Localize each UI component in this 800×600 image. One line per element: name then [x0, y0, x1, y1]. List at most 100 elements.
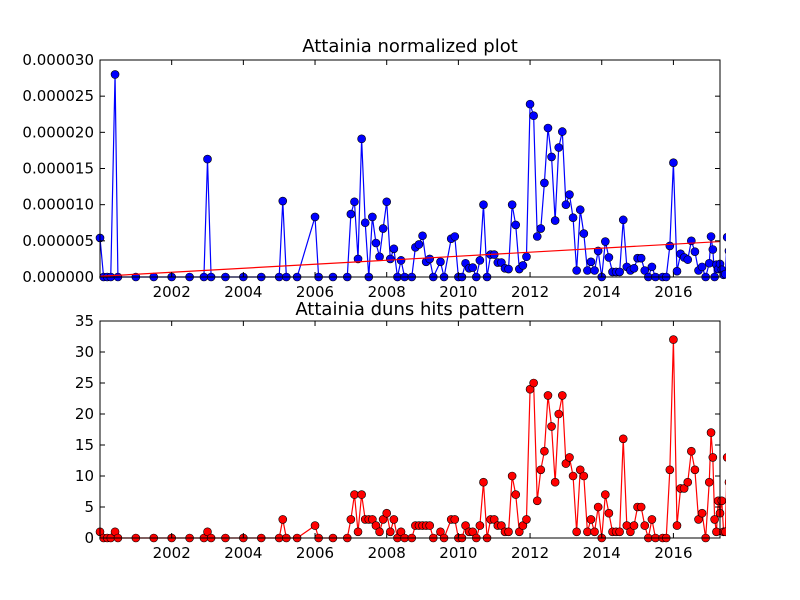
x-tick-label: 2008: [368, 544, 406, 562]
normalized-data-point: [586, 257, 596, 267]
x-tick-label: 2006: [296, 283, 334, 301]
normalized-data-point: [579, 229, 589, 238]
duns-hits-data-point: [579, 471, 589, 481]
normalized-data-point: [346, 209, 356, 219]
normalized-data-point: [672, 266, 682, 276]
normalized-data-point: [110, 70, 120, 79]
duns-hits-data-point: [511, 490, 521, 499]
duns-hits-data-point: [727, 453, 735, 461]
normalized-data-point: [522, 252, 531, 262]
duns-hits-data-point: [278, 515, 288, 524]
x-tick-label: 2012: [511, 544, 549, 562]
y-tick-label: 10: [75, 467, 94, 485]
normalized-data-point: [360, 218, 370, 228]
normalized-data-point: [310, 212, 320, 222]
duns-hits-data-point: [346, 515, 356, 524]
normalized-data-point: [540, 178, 549, 188]
normalized-data-point: [350, 197, 359, 207]
duns-hits-data-point: [601, 490, 610, 499]
normalized-data-point: [708, 245, 718, 254]
normalized-data-point: [436, 257, 445, 267]
normalized-data-point: [479, 200, 488, 209]
x-tick-label: 2014: [583, 544, 621, 562]
duns-hits-data-point: [672, 521, 682, 530]
duns-hits-data-point: [721, 527, 726, 537]
normalized-data-point: [368, 212, 377, 222]
duns-hits-data-point: [724, 479, 726, 486]
duns-hits-data-point: [704, 477, 714, 487]
duns-hits-data-point: [586, 515, 596, 524]
y-tick-label: 0.000025: [22, 87, 94, 105]
duns-hits-data-point: [522, 515, 531, 524]
normalized-data-point: [683, 255, 693, 264]
normalized-data-point: [572, 266, 581, 275]
normalized-data-point: [629, 264, 639, 273]
duns-hits-data-point: [690, 465, 700, 475]
normalized-plot-axes: Attainia normalized plot 2002 2004 2006 200…: [22, 36, 735, 301]
duns-hits-data-point: [554, 409, 564, 419]
duns-hits-data-point: [665, 465, 675, 475]
x-tick-label: 2016: [654, 283, 692, 301]
normalized-data-point: [536, 224, 546, 233]
duns-hits-data-point: [389, 515, 399, 524]
x-tick-label: 2010: [439, 544, 477, 562]
duns-hits-data-point: [550, 477, 560, 487]
duns-hits-data-point: [504, 527, 513, 537]
normalized-data-point: [475, 256, 485, 265]
normalized-data-point: [727, 199, 735, 207]
y-tick-label: 0.000000: [22, 268, 94, 286]
normalized-data-point: [697, 262, 707, 272]
y-tick-label: 5: [84, 498, 94, 516]
duns-hits-data-point: [706, 428, 716, 437]
duns-hits-data-point: [568, 471, 578, 481]
duns-hits-data-point: [543, 391, 553, 400]
x-tick-label: 2016: [654, 544, 692, 562]
duns-hits-data-point: [382, 508, 392, 518]
duns-hits-data-point: [475, 521, 485, 530]
duns-hits-data-point: [536, 465, 546, 475]
duns-hits-data-point: [629, 521, 639, 530]
y-tick-label: 0.000005: [22, 232, 94, 250]
y-tick-label: 25: [75, 374, 94, 392]
normalized-data-point: [561, 200, 571, 209]
normalized-data-point: [507, 200, 517, 209]
duns-hits-data-point: [350, 490, 359, 499]
normalized-data-point: [278, 196, 288, 206]
duns-hits-data-point: [697, 508, 707, 518]
normalized-data-point: [518, 261, 528, 270]
duns-hits-data-point: [712, 527, 721, 537]
y-tick-label: 0: [84, 529, 94, 547]
normalized-data-point: [425, 254, 435, 264]
duns-hits-data-point: [540, 446, 549, 456]
duns-hits-title: Attainia duns hits pattern: [295, 299, 524, 320]
normalized-data-point: [468, 263, 478, 272]
duns-hits-data-point: [722, 453, 726, 462]
duns-hits-data-point: [636, 502, 646, 512]
normalized-data-point: [615, 267, 624, 277]
duns-hits-data-point: [507, 471, 517, 481]
duns-hits-data-point: [353, 527, 363, 537]
duns-hits-data-point: [710, 515, 719, 524]
normalized-data-point: [565, 190, 574, 199]
duns-hits-data-point: [479, 477, 488, 487]
duns-hits-data-point: [647, 515, 657, 524]
duns-hits-data-point: [669, 335, 678, 344]
normalized-data-point: [385, 254, 395, 264]
normalized-data-point: [547, 152, 556, 162]
normalized-data-point: [721, 269, 726, 279]
normalized-data-point: [706, 232, 716, 241]
normalized-data-point: [618, 215, 628, 225]
duns-hits-data-point: [425, 521, 435, 530]
x-tick-label: 2002: [153, 544, 191, 562]
normalized-data-point: [414, 240, 424, 249]
duns-hits-data-point: [618, 434, 628, 444]
normalized-data-point: [704, 258, 714, 268]
y-tick-label: 0.000030: [22, 51, 94, 69]
normalized-data-point: [375, 252, 384, 262]
normalized-plot-frame: [99, 59, 721, 278]
normalized-data-point: [543, 123, 553, 133]
normalized-data-point: [558, 127, 567, 136]
duns-hits-data-point: [604, 508, 614, 518]
duns-hits-data-point: [357, 490, 366, 499]
